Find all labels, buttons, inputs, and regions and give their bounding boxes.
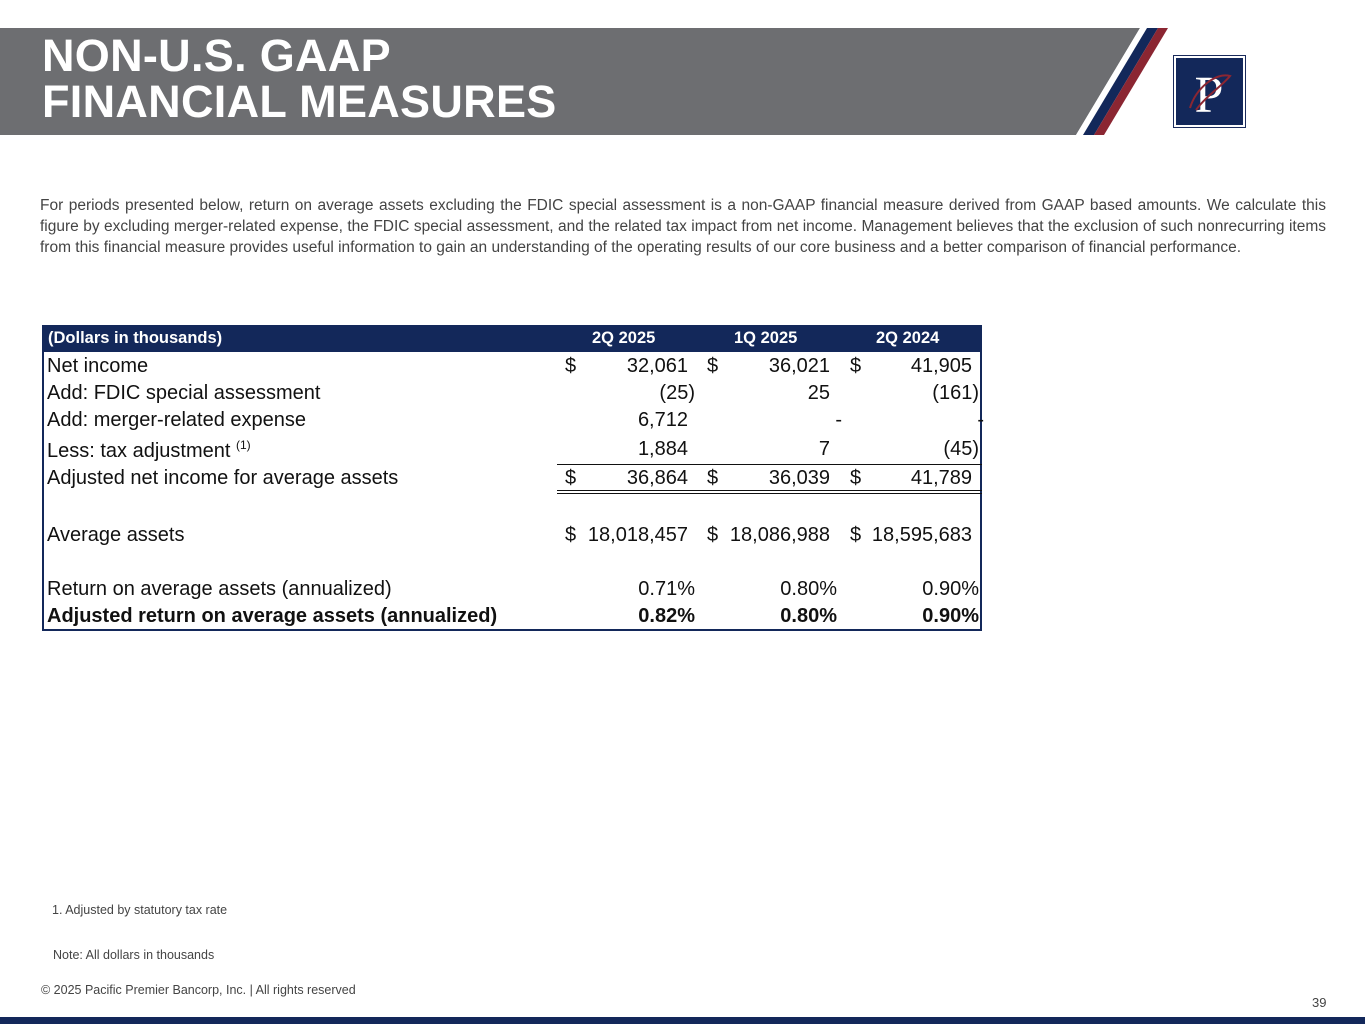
footnote-ref: (1) [236, 438, 251, 452]
header-units: (Dollars in thousands) [48, 329, 223, 347]
cell-value: (25) [659, 382, 695, 404]
copyright: © 2025 Pacific Premier Bancorp, Inc. | A… [41, 983, 356, 997]
currency-symbol: $ [850, 524, 862, 546]
row-label: Add: FDIC special assessment [47, 382, 320, 405]
cell-value: 0.90% [922, 605, 979, 627]
row-label-text: Net income [47, 355, 149, 377]
cell-value: (161) [932, 382, 979, 404]
header-2q2024: 2Q 2024 [876, 329, 940, 347]
table-row: Adjusted net income for average assets $3… [44, 466, 982, 492]
row-label-text: Add: FDIC special assessment [47, 382, 321, 404]
footnote: 1. Adjusted by statutory tax rate [52, 903, 228, 917]
company-logo: P [1173, 55, 1246, 128]
table-row: Net income $32,061 $36,021 $41,905 [44, 354, 982, 380]
header-2q2025: 2Q 2025 [592, 329, 656, 347]
row-label-text: Average assets [47, 524, 185, 546]
currency-symbol: $ [707, 355, 719, 377]
cell-value: 41,905 [910, 355, 972, 377]
intro-paragraph: For periods presented below, return on a… [40, 197, 1326, 256]
table-row: Average assets $18,018,457 $18,086,988 $18,… [44, 523, 982, 549]
cell-value: 36,039 [768, 467, 830, 489]
row-label: Less: tax adjustment (1) [47, 438, 251, 463]
bottom-bar [0, 1017, 1365, 1024]
row-label-text: Adjusted return on average assets (annua… [47, 605, 498, 627]
cell-value: 0.80% [780, 605, 837, 627]
row-label: Adjusted return on average assets (annua… [47, 605, 497, 628]
row-label: Average assets [47, 524, 185, 547]
cell-value: 7 [818, 438, 830, 460]
cell-value: 0.71% [638, 578, 695, 600]
title-line-2: FINANCIAL MEASURES [42, 76, 557, 127]
row-label: Return on average assets (annualized) [47, 578, 392, 601]
table-row: Less: tax adjustment (1) 1,884 7 (45) [44, 437, 982, 463]
currency-symbol: $ [850, 467, 862, 489]
row-label-text: Add: merger-related expense [47, 409, 307, 431]
cell-value: 6,712 [637, 409, 688, 431]
page-number: 39 [1312, 995, 1327, 1010]
title-line-1: NON-U.S. GAAP [42, 30, 391, 81]
cell-value: 0.80% [780, 578, 837, 600]
row-label: Net income [47, 355, 148, 378]
cell-value: - [835, 409, 842, 431]
row-label: Adjusted net income for average assets [47, 467, 398, 490]
non-gaap-table: (Dollars in thousands) 2Q 2025 1Q 2025 2… [42, 325, 984, 631]
cell-value: 32,061 [626, 355, 688, 377]
page-title: NON-U.S. GAAP FINANCIAL MEASURES [42, 33, 557, 125]
row-label: Add: merger-related expense [47, 409, 306, 432]
table-row: Add: FDIC special assessment (25) 25 (161) [44, 381, 982, 407]
row-label-text: Return on average assets (annualized) [47, 578, 392, 600]
cell-value: (45) [943, 438, 979, 460]
cell-value: 36,021 [768, 355, 830, 377]
currency-symbol: $ [707, 524, 719, 546]
row-label-text: Adjusted net income for average assets [47, 467, 399, 489]
cell-value: 0.90% [922, 578, 979, 600]
currency-symbol: $ [565, 524, 577, 546]
table-row: Add: merger-related expense 6,712 - - [44, 408, 984, 434]
currency-symbol: $ [850, 355, 862, 377]
note: Note: All dollars in thousands [53, 948, 215, 962]
header-banner [0, 28, 1168, 135]
cell-value: 0.82% [638, 605, 695, 627]
cell-value: 18,086,988 [729, 524, 830, 546]
table-header: (Dollars in thousands) 2Q 2025 1Q 2025 2… [44, 325, 982, 352]
currency-symbol: $ [707, 467, 719, 489]
table-row: Return on average assets (annualized) 0.7… [44, 577, 982, 603]
cell-value: 1,884 [637, 438, 688, 460]
cell-value: - [977, 409, 984, 431]
cell-value: 18,595,683 [871, 524, 972, 546]
currency-symbol: $ [565, 467, 577, 489]
currency-symbol: $ [565, 355, 577, 377]
table-row: Adjusted return on average assets (annua… [44, 604, 982, 630]
row-label-text: Less: tax adjustment [47, 440, 231, 462]
cell-value: 25 [807, 382, 830, 404]
cell-value: 36,864 [626, 467, 688, 489]
header-1q2025: 1Q 2025 [734, 329, 798, 347]
cell-value: 41,789 [910, 467, 972, 489]
cell-value: 18,018,457 [587, 524, 688, 546]
